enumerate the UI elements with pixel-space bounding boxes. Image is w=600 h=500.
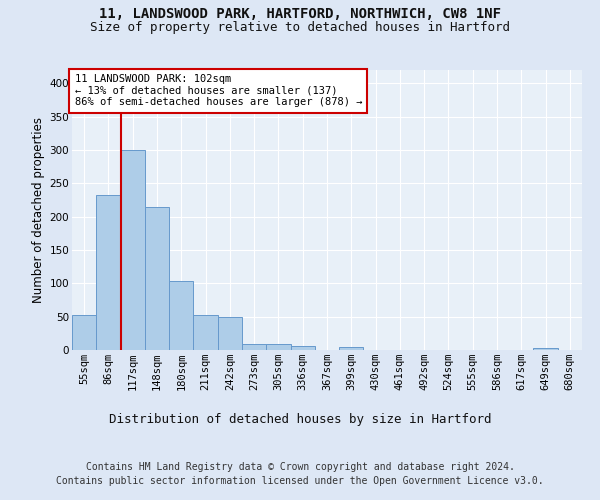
Text: Contains public sector information licensed under the Open Government Licence v3: Contains public sector information licen… <box>56 476 544 486</box>
Bar <box>193 316 218 350</box>
Bar <box>121 150 145 350</box>
Bar <box>218 318 242 350</box>
Y-axis label: Number of detached properties: Number of detached properties <box>32 117 46 303</box>
Bar <box>290 346 315 350</box>
Text: Distribution of detached houses by size in Hartford: Distribution of detached houses by size … <box>109 412 491 426</box>
Bar <box>72 314 96 350</box>
Bar <box>242 344 266 350</box>
Bar <box>169 282 193 350</box>
Text: Size of property relative to detached houses in Hartford: Size of property relative to detached ho… <box>90 21 510 34</box>
Bar <box>145 206 169 350</box>
Text: 11 LANDSWOOD PARK: 102sqm
← 13% of detached houses are smaller (137)
86% of semi: 11 LANDSWOOD PARK: 102sqm ← 13% of detac… <box>74 74 362 108</box>
Bar <box>339 346 364 350</box>
Bar <box>266 344 290 350</box>
Text: Contains HM Land Registry data © Crown copyright and database right 2024.: Contains HM Land Registry data © Crown c… <box>86 462 514 472</box>
Text: 11, LANDSWOOD PARK, HARTFORD, NORTHWICH, CW8 1NF: 11, LANDSWOOD PARK, HARTFORD, NORTHWICH,… <box>99 8 501 22</box>
Bar <box>96 196 121 350</box>
Bar <box>533 348 558 350</box>
